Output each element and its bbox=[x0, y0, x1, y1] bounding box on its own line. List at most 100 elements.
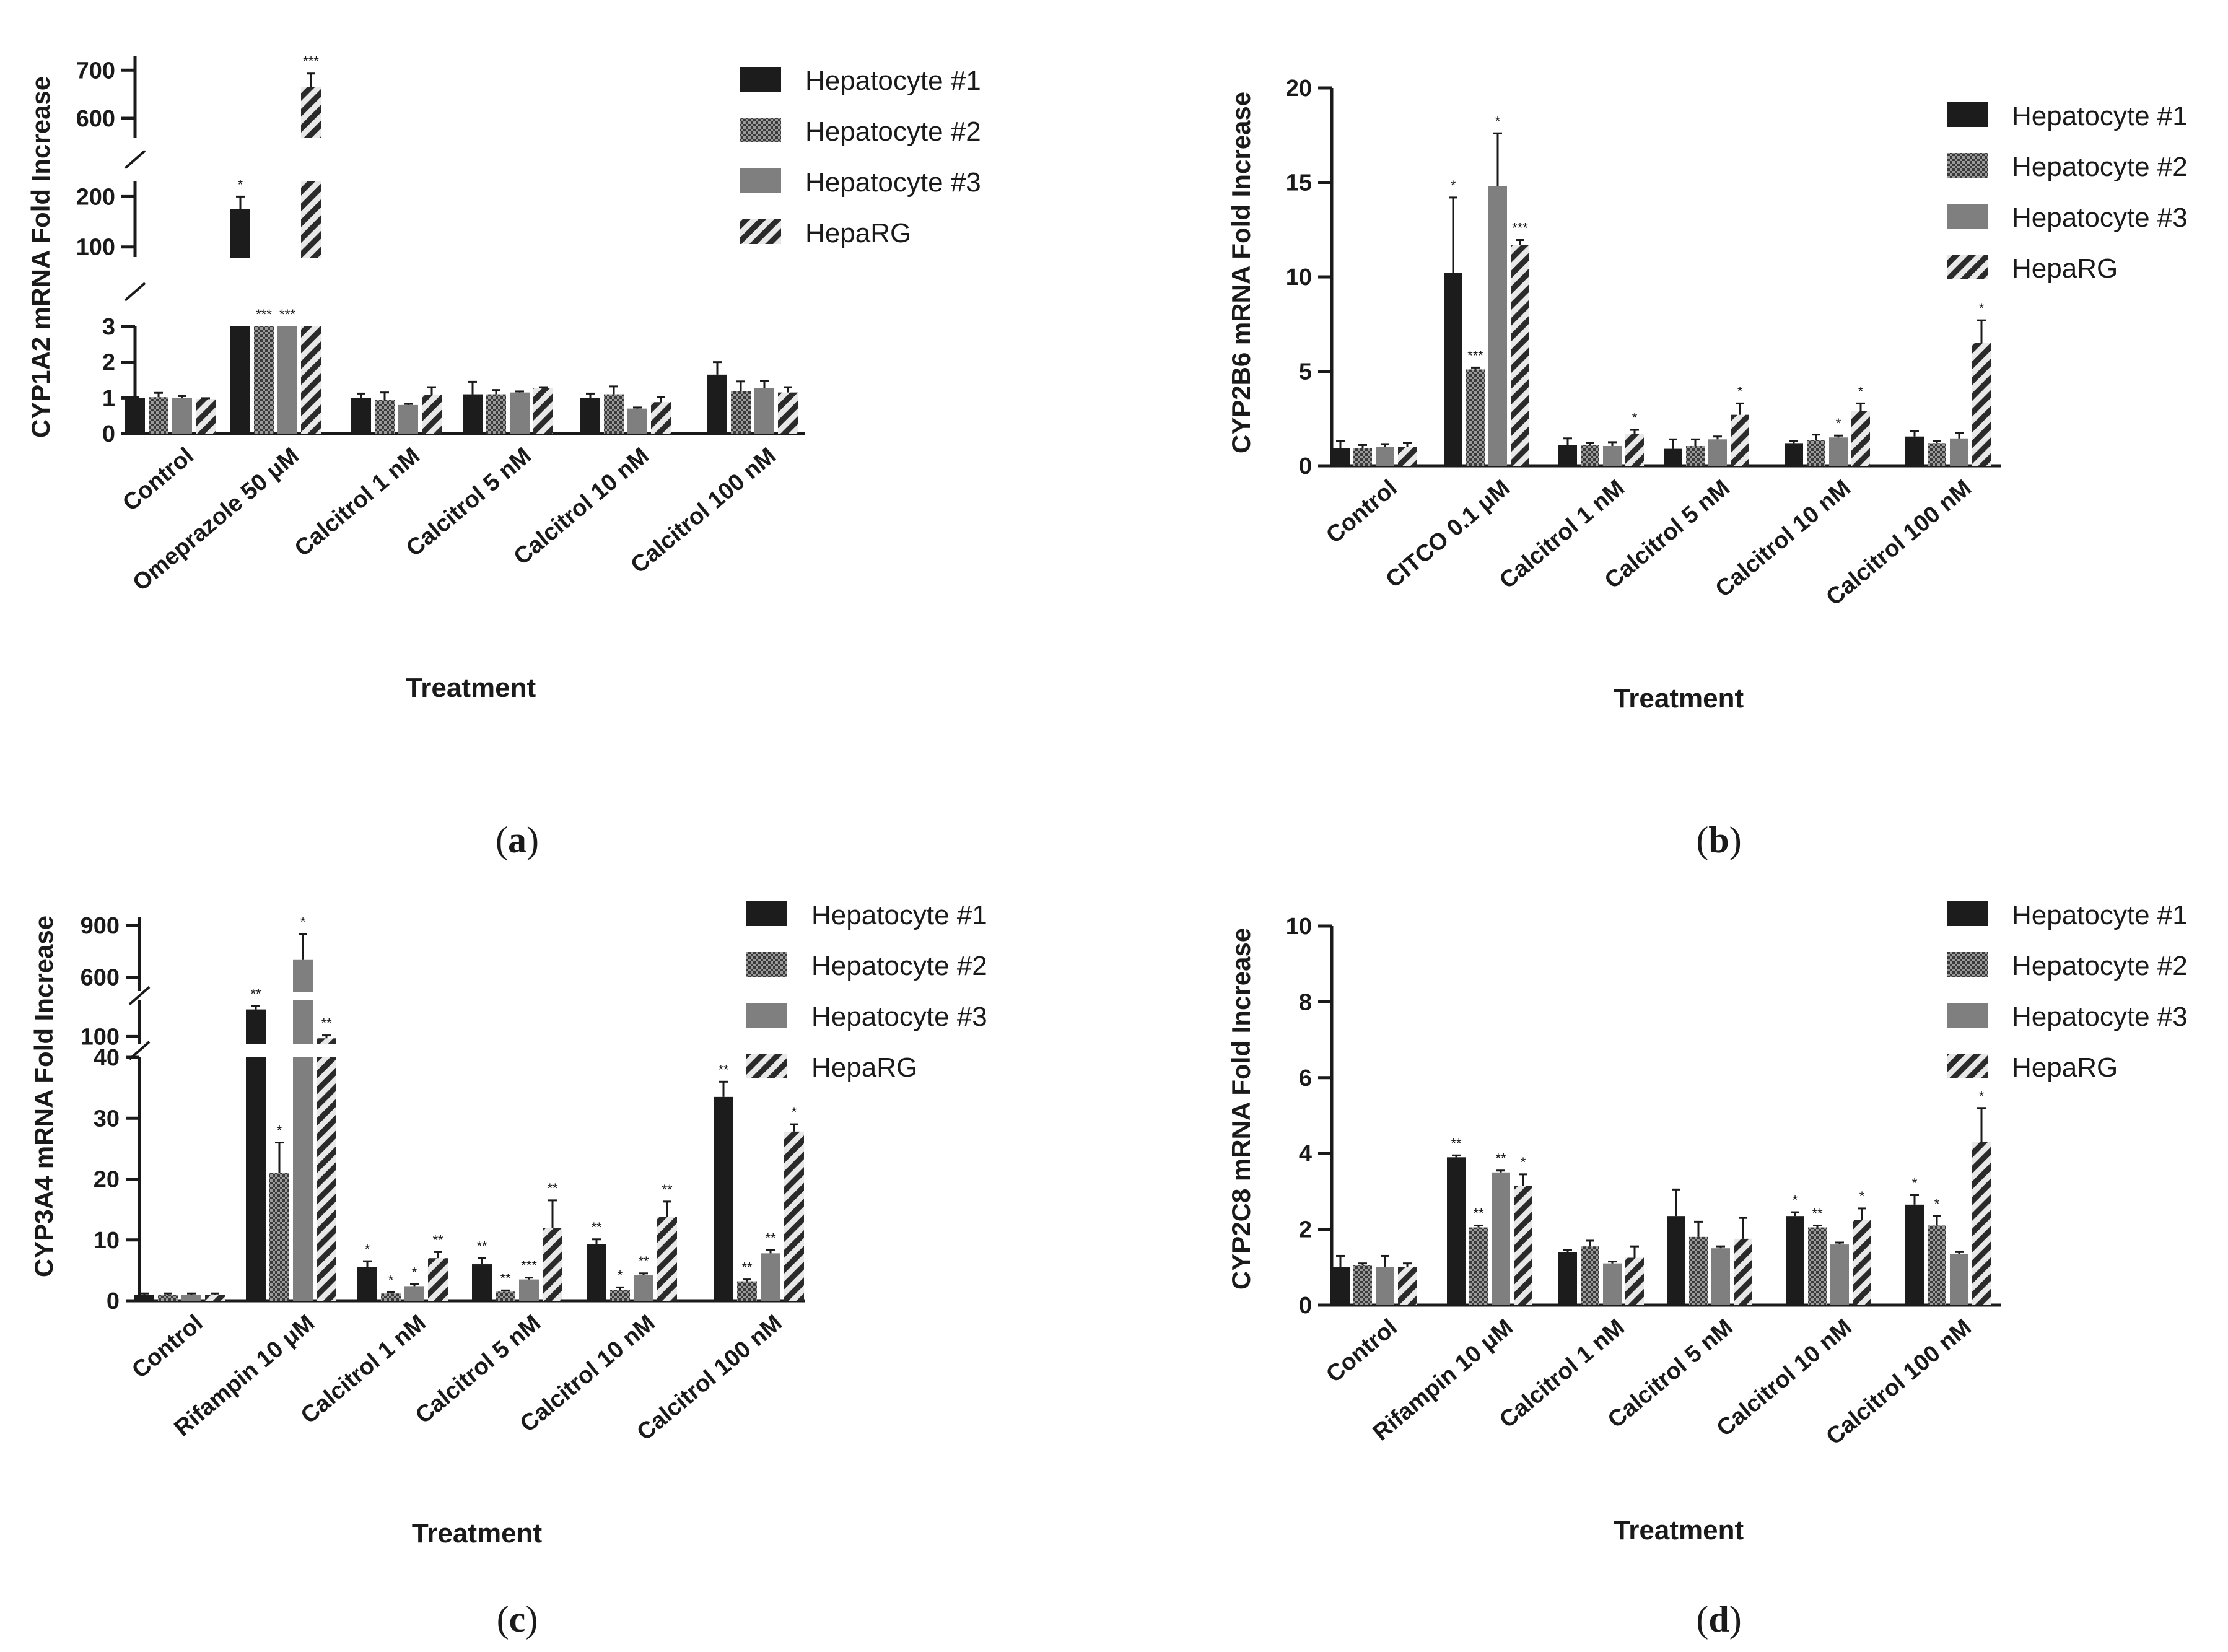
significance-marker: ** bbox=[1495, 1151, 1506, 1166]
legend-label-heparg: HepaRG bbox=[2012, 1052, 2118, 1083]
bar-hep2 bbox=[158, 1295, 178, 1301]
y-tick-label: 2 bbox=[102, 350, 115, 376]
legend-swatch-hep2 bbox=[1947, 952, 1988, 977]
significance-marker: *** bbox=[303, 54, 319, 69]
significance-marker: *** bbox=[521, 1258, 537, 1274]
bar-hep2 bbox=[737, 1281, 757, 1301]
significance-marker: * bbox=[277, 1123, 282, 1138]
bar-heparg bbox=[1398, 1267, 1417, 1305]
bar-heparg bbox=[1625, 1257, 1644, 1305]
legend-label-heparg: HepaRG bbox=[811, 1052, 917, 1083]
axis-break bbox=[124, 282, 146, 302]
bar-hep1 bbox=[134, 1295, 154, 1301]
legend-label-heparg: HepaRG bbox=[805, 218, 911, 248]
bar-break-gap bbox=[245, 1044, 266, 1057]
bar-hep1 bbox=[707, 374, 727, 434]
bar-hep1 bbox=[125, 398, 145, 434]
bar-hep3 bbox=[1376, 447, 1394, 466]
bar-heparg bbox=[1511, 245, 1529, 466]
y-tick-label: 15 bbox=[1286, 170, 1312, 196]
bar-hep2 bbox=[604, 394, 624, 434]
significance-marker: *** bbox=[256, 307, 272, 322]
bar-hep2 bbox=[149, 397, 168, 434]
x-tick-label: Control bbox=[1321, 1314, 1402, 1388]
bar-hep1 bbox=[1444, 273, 1462, 466]
bar-heparg bbox=[205, 1295, 225, 1301]
bar-heparg bbox=[1398, 447, 1417, 466]
bar-hep1 bbox=[714, 1096, 733, 1301]
bar-hep3 bbox=[761, 1253, 780, 1301]
bar-break-gap bbox=[300, 138, 321, 181]
legend-label-hep3: Hepatocyte #3 bbox=[2012, 203, 2188, 233]
significance-marker: * bbox=[365, 1241, 370, 1257]
bar-hep2 bbox=[254, 326, 274, 434]
caption-a-label: a bbox=[508, 819, 526, 860]
bar-heparg bbox=[1731, 414, 1749, 466]
bar-hep1 bbox=[246, 1009, 266, 1301]
bar-hep1 bbox=[580, 398, 600, 434]
legend-swatch-hep1 bbox=[1947, 901, 1988, 926]
significance-marker: * bbox=[1859, 1189, 1865, 1204]
legend-swatch-hep3 bbox=[740, 168, 781, 193]
significance-marker: ** bbox=[638, 1254, 649, 1269]
significance-marker: *** bbox=[279, 307, 295, 322]
y-tick-label: 40 bbox=[94, 1045, 120, 1071]
bar-hep1 bbox=[1331, 1267, 1350, 1305]
panel-d-ylabel: CYP2C8 mRNA Fold Increase bbox=[1226, 928, 1256, 1290]
bar-hep1 bbox=[1786, 1216, 1804, 1305]
bar-hep1 bbox=[1558, 1252, 1577, 1305]
y-tick-label: 10 bbox=[1286, 264, 1312, 291]
significance-marker: * bbox=[300, 914, 306, 930]
bar-hep2 bbox=[496, 1291, 515, 1301]
legend-label-hep2: Hepatocyte #2 bbox=[2012, 951, 2188, 981]
bar-hep2 bbox=[1928, 1225, 1946, 1305]
bar-hep3 bbox=[277, 326, 297, 434]
legend-swatch-heparg bbox=[740, 219, 781, 244]
legend-swatch-hep3 bbox=[746, 1003, 787, 1028]
significance-marker: ** bbox=[591, 1220, 602, 1235]
bar-hep3 bbox=[1376, 1267, 1394, 1305]
significance-marker: * bbox=[1737, 383, 1743, 399]
significance-marker: * bbox=[238, 177, 243, 192]
significance-marker: ** bbox=[718, 1062, 729, 1077]
caption-c-label: c bbox=[509, 1599, 526, 1640]
legend-swatch-hep1 bbox=[740, 67, 781, 92]
panel-b-ylabel: CYP2B6 mRNA Fold Increase bbox=[1226, 92, 1256, 453]
bar-hep1 bbox=[1785, 443, 1803, 466]
bar-hep3 bbox=[404, 1286, 424, 1301]
bar-hep2 bbox=[1807, 440, 1825, 466]
legend-label-hep2: Hepatocyte #2 bbox=[2012, 152, 2188, 182]
significance-marker: * bbox=[1793, 1192, 1798, 1208]
significance-marker: * bbox=[1912, 1176, 1918, 1191]
legend-swatch-hep3 bbox=[1947, 204, 1988, 229]
bar-hep2 bbox=[1466, 369, 1485, 466]
bar-hep2 bbox=[381, 1293, 401, 1301]
y-tick-label: 20 bbox=[94, 1167, 120, 1193]
bar-hep1 bbox=[351, 398, 371, 434]
bar-hep1 bbox=[1447, 1157, 1466, 1305]
legend-swatch-heparg bbox=[1947, 255, 1988, 279]
significance-marker: ** bbox=[765, 1230, 776, 1246]
bar-break-gap bbox=[230, 258, 251, 326]
bar-hep3 bbox=[1830, 1244, 1849, 1305]
significance-marker: * bbox=[792, 1104, 797, 1120]
y-tick-label: 10 bbox=[94, 1228, 120, 1254]
legend-label-heparg: HepaRG bbox=[2012, 253, 2118, 284]
bar-heparg bbox=[543, 1228, 562, 1301]
caption-c: (c) bbox=[497, 1599, 538, 1640]
bar-hep3 bbox=[172, 398, 192, 434]
significance-marker: * bbox=[388, 1272, 394, 1288]
y-tick-label: 8 bbox=[1299, 989, 1312, 1015]
bar-heparg bbox=[422, 395, 442, 434]
bar-heparg bbox=[778, 392, 798, 434]
bar-break-gap bbox=[300, 258, 321, 326]
panel-a-chart: CYP1A2 mRNA Fold Increase Treatment Hepa… bbox=[26, 54, 981, 703]
legend-label-hep3: Hepatocyte #3 bbox=[805, 167, 981, 198]
bar-hep3 bbox=[181, 1295, 201, 1301]
significance-marker: * bbox=[1934, 1196, 1940, 1212]
bar-hep1 bbox=[463, 394, 483, 434]
bar-hep2 bbox=[269, 1173, 289, 1301]
bar-hep1 bbox=[1558, 445, 1577, 466]
significance-marker: * bbox=[1836, 416, 1841, 431]
bar-hep2 bbox=[731, 391, 751, 434]
